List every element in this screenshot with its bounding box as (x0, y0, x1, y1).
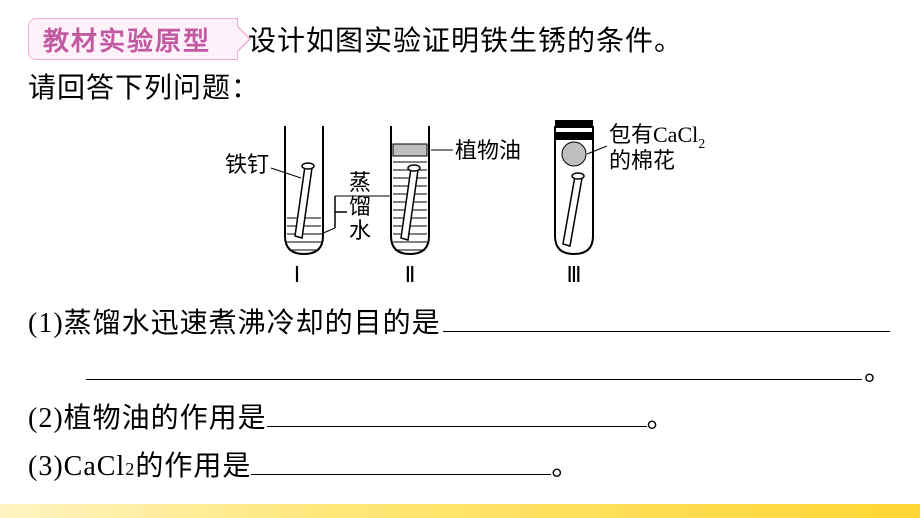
statement-text: 设计如图实验证明铁生锈的条件。 (248, 19, 683, 59)
tube-3 (555, 120, 593, 254)
question-1: (1)蒸馏水迅速煮沸冷却的目的是 (28, 300, 892, 348)
question-3: (3)CaCl2 的作用是 。 (28, 443, 892, 491)
section-badge: 教材实验原型 (28, 18, 238, 60)
q2-prefix: (2)植物油的作用是 (28, 395, 267, 443)
q3-sub: 2 (125, 454, 135, 485)
label-nail: 铁钉 (225, 152, 269, 177)
q2-stop: 。 (647, 395, 676, 443)
label-distilled-water: 馏 水 (349, 194, 371, 243)
question-1-cont: 。 (28, 348, 892, 396)
tube-2 (391, 126, 429, 254)
svg-text:水: 水 (349, 218, 371, 243)
svg-text:馏: 馏 (349, 194, 371, 219)
q2-blank (267, 400, 647, 427)
tube-1 (285, 126, 323, 254)
q3-blank (251, 448, 551, 475)
label-cacl2-line2: 的棉花 (609, 148, 675, 173)
roman-1: Ⅰ (294, 262, 301, 287)
q3-prefix-b: 的作用是 (135, 443, 251, 491)
q3-stop: 。 (551, 443, 580, 491)
experiment-diagram: 铁钉 Ⅰ 馏 水 蒸 (28, 106, 892, 296)
subprompt-text: 请回答下列问题： (28, 66, 892, 106)
roman-3: Ⅲ (566, 262, 581, 287)
q1-blank-line2 (86, 353, 862, 380)
bottom-accent-bar (0, 504, 920, 518)
q1-prefix: (1)蒸馏水迅速煮沸冷却的目的是 (28, 300, 441, 348)
label-veg-oil: 植物油 (455, 138, 521, 163)
q3-prefix-a: (3)CaCl (28, 443, 125, 491)
question-2: (2)植物油的作用是 。 (28, 395, 892, 443)
svg-text:蒸: 蒸 (349, 170, 371, 195)
q1-stop: 。 (864, 348, 892, 396)
q1-blank-line1 (443, 305, 890, 332)
roman-2: Ⅱ (405, 262, 416, 287)
